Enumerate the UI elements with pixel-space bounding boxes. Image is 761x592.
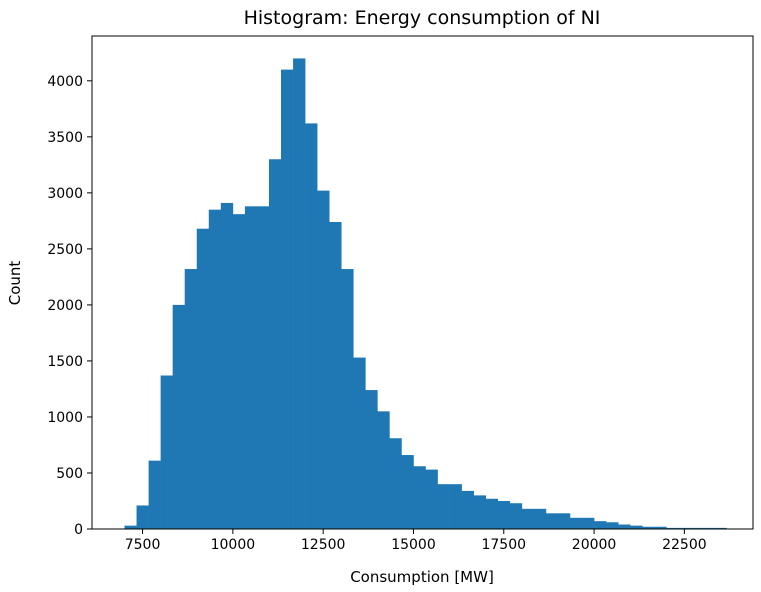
histogram-bar [569, 517, 583, 529]
histogram-bar [329, 222, 342, 529]
y-tick-label: 0 [74, 522, 83, 538]
histogram-bar [473, 495, 487, 529]
histogram-bar [256, 206, 270, 529]
histogram-bar [401, 455, 414, 529]
y-tick-label: 1500 [47, 354, 83, 370]
histogram-bar [160, 375, 173, 529]
histogram-bar [353, 357, 366, 529]
histogram-bar [281, 69, 294, 530]
histogram-bar [654, 526, 667, 529]
x-tick-label: 20000 [572, 537, 617, 553]
plot-frame [91, 35, 754, 530]
x-tick-label: 22500 [662, 537, 707, 553]
histogram-bar [124, 525, 137, 529]
histogram-bar [642, 526, 655, 529]
histogram-bar [196, 228, 210, 529]
histogram-bar [449, 484, 462, 529]
histogram-bar [545, 513, 559, 529]
histogram-bar [582, 517, 595, 529]
histogram-bar [533, 508, 547, 529]
histogram-bar [702, 527, 715, 529]
y-tick-label: 3500 [47, 130, 83, 146]
histogram-bar [690, 527, 703, 529]
histogram-bar [208, 209, 222, 530]
bars-group [124, 58, 727, 530]
y-tick-label: 2000 [47, 298, 83, 314]
x-axis: 7500 10000 12500 15000 17500 20000 22500 [125, 529, 707, 553]
histogram-bar [594, 521, 607, 529]
x-tick-label: 15000 [391, 537, 436, 553]
histogram-bar [341, 269, 354, 529]
histogram-bar [630, 525, 643, 529]
histogram-bar [305, 123, 318, 530]
histogram-bar [232, 214, 246, 529]
x-axis-label: Consumption [MW] [350, 568, 494, 586]
histogram-bar [377, 411, 390, 529]
histogram-bar [497, 500, 511, 529]
histogram-bar [425, 469, 438, 529]
y-axis-label: Count [6, 261, 24, 306]
y-tick-label: 2500 [47, 242, 83, 258]
histogram-bar [437, 484, 450, 529]
histogram-bar [521, 508, 535, 529]
histogram-bar [317, 190, 330, 529]
histogram-bar [268, 159, 282, 529]
histogram-bar [389, 438, 402, 529]
histogram-bar [461, 490, 474, 529]
y-tick-label: 4000 [47, 74, 83, 90]
x-tick-label: 12500 [301, 537, 346, 553]
histogram-bar [244, 206, 258, 529]
histogram-bar [365, 390, 378, 529]
histogram-bar [220, 202, 234, 529]
x-tick-label: 7500 [125, 537, 161, 553]
histogram-bar [557, 513, 571, 529]
histogram-bar [172, 304, 186, 529]
x-tick-label: 17500 [481, 537, 526, 553]
histogram-bar [293, 58, 306, 529]
histogram-bar [509, 503, 523, 529]
x-tick-label: 10000 [211, 537, 256, 553]
histogram-bar [485, 498, 499, 529]
histogram-bar [618, 524, 631, 529]
chart-title: Histogram: Energy consumption of NI [244, 7, 601, 29]
histogram-bar [606, 522, 619, 529]
histogram-bar [714, 527, 727, 529]
y-axis: 0 500 1000 1500 2000 2500 3000 3500 4000 [47, 74, 92, 538]
histogram-bar [678, 527, 691, 529]
histogram-bar [184, 269, 198, 529]
y-tick-label: 1000 [47, 410, 83, 426]
histogram-bar [666, 527, 679, 529]
histogram-bar [136, 505, 149, 529]
y-tick-label: 500 [56, 466, 83, 482]
y-tick-label: 3000 [47, 186, 83, 202]
histogram-bar [148, 460, 161, 529]
histogram-bar [413, 466, 426, 529]
